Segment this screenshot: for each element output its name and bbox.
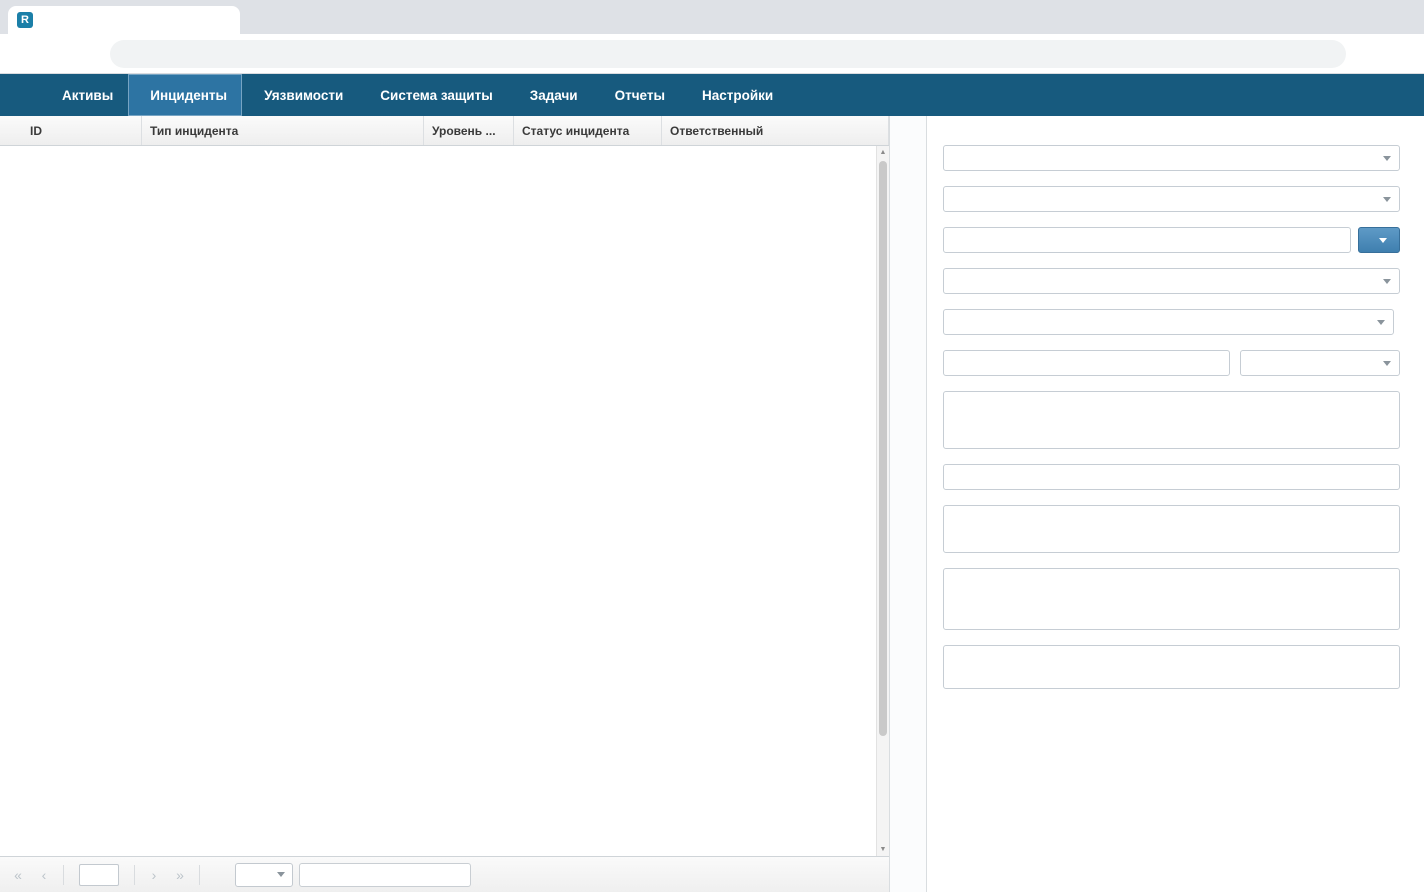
nav-item-settings[interactable]: Настройки	[680, 74, 788, 116]
change-status-button[interactable]	[1358, 227, 1400, 253]
table-body-wrap: ▲ ▼	[0, 146, 889, 856]
browser-toolbar	[0, 34, 1424, 74]
new-tab-button[interactable]	[246, 6, 274, 34]
window-controls	[1286, 0, 1424, 34]
column-header-level[interactable]: Уровень ...	[424, 116, 514, 145]
detect-date-input[interactable]	[943, 350, 1231, 376]
divider	[199, 864, 200, 885]
content: ID Тип инцидента Уровень ... Статус инциден…	[0, 116, 1424, 892]
malware-class-input[interactable]	[943, 464, 1400, 490]
main-nav: Активы Инциденты Уязвимости Система защиты З…	[40, 74, 788, 116]
side-toolbar	[889, 116, 927, 892]
pagination-bar: « ‹ › »	[0, 856, 889, 892]
autorun-textarea[interactable]	[943, 645, 1400, 689]
table-scrollbar[interactable]: ▲ ▼	[876, 146, 889, 856]
window-close-button[interactable]	[1378, 0, 1424, 34]
nav-item-label: Настройки	[702, 87, 774, 103]
last-page-button[interactable]: »	[176, 866, 184, 883]
url-bar[interactable]	[110, 39, 1346, 68]
chevron-down-icon	[1383, 155, 1391, 161]
column-header-resp[interactable]: Ответственный	[662, 116, 889, 145]
browser-menu-button[interactable]	[1386, 39, 1416, 69]
incident-table-body	[0, 146, 876, 856]
window-maximize-button[interactable]	[1332, 0, 1378, 34]
scroll-up-arrow[interactable]: ▲	[879, 149, 887, 156]
chevron-down-icon	[1383, 360, 1391, 366]
column-header-id[interactable]: ID	[22, 116, 142, 145]
first-page-button[interactable]: «	[14, 866, 22, 883]
chevron-down-icon	[1379, 237, 1387, 243]
page-number-input[interactable]	[79, 863, 119, 886]
incident-detail-panel	[927, 116, 1424, 892]
category-select[interactable]	[943, 145, 1400, 171]
chevron-down-icon	[277, 872, 285, 877]
detect-time-select[interactable]	[1240, 350, 1400, 376]
status-row	[943, 227, 1400, 253]
column-header-status[interactable]: Статус инцидента	[514, 116, 662, 145]
level-select[interactable]	[943, 268, 1400, 294]
nav-item-label: Задачи	[529, 87, 578, 103]
divider	[134, 864, 135, 885]
chevron-down-icon	[1377, 319, 1385, 325]
browser-tab-strip: R	[0, 0, 1424, 34]
file-paths-textarea[interactable]	[943, 505, 1400, 553]
next-page-button[interactable]: ›	[151, 866, 157, 883]
column-header-type[interactable]: Тип инцидента	[142, 116, 424, 145]
nav-item-tasks[interactable]: Задачи	[508, 74, 593, 116]
browser-tab[interactable]: R	[8, 6, 240, 34]
nav-item-vulnerabilities[interactable]: Уязвимости	[242, 74, 358, 116]
expand-column-header	[0, 116, 22, 145]
forward-button[interactable]	[40, 39, 70, 69]
scroll-down-arrow[interactable]: ▼	[879, 846, 887, 853]
nav-item-label: Отчеты	[614, 87, 665, 103]
app-header: Активы Инциденты Уязвимости Система защиты З…	[0, 74, 1424, 116]
window-minimize-button[interactable]	[1286, 0, 1332, 34]
type-select[interactable]	[943, 186, 1400, 212]
column-header-label: Ответственный	[670, 123, 764, 138]
responsible-row	[943, 309, 1400, 335]
chevron-down-icon	[1383, 196, 1391, 202]
profile-button[interactable]	[1354, 39, 1384, 69]
divider	[63, 864, 64, 885]
scrollbar-track[interactable]	[877, 159, 889, 843]
nav-item-reports[interactable]: Отчеты	[593, 74, 680, 116]
refresh-table-button[interactable]	[209, 865, 229, 885]
responsible-select[interactable]	[943, 309, 1394, 335]
prev-page-button[interactable]: ‹	[41, 866, 47, 883]
chevron-down-icon	[1383, 278, 1391, 284]
back-button[interactable]	[8, 39, 38, 69]
nav-item-incidents[interactable]: Инциденты	[128, 74, 243, 116]
rvision-favicon-icon: R	[17, 12, 33, 28]
table-header: ID Тип инцидента Уровень ... Статус инциден…	[0, 116, 889, 146]
nav-item-label: Уязвимости	[264, 87, 344, 103]
scrollbar-thumb[interactable]	[879, 161, 887, 736]
page-size-select[interactable]	[235, 862, 293, 887]
nav-item-label: Система защиты	[380, 87, 493, 103]
refresh-page-button[interactable]	[72, 39, 102, 69]
table-search-input[interactable]	[299, 862, 471, 887]
incident-description-textarea[interactable]	[943, 391, 1400, 449]
nav-item-assets[interactable]: Активы	[40, 74, 128, 116]
nav-item-label: Активы	[62, 87, 114, 103]
cc-addresses-textarea[interactable]	[943, 568, 1400, 630]
column-header-label: ID	[30, 123, 42, 138]
nav-item-protection[interactable]: Система защиты	[358, 74, 507, 116]
nav-item-label: Инциденты	[150, 87, 228, 103]
column-header-label: Уровень ...	[432, 123, 496, 138]
status-input[interactable]	[943, 227, 1351, 253]
column-header-label: Статус инцидента	[522, 123, 630, 138]
column-header-label: Тип инцидента	[150, 123, 239, 138]
detect-date-row	[943, 350, 1400, 376]
incident-table: ID Тип инцидента Уровень ... Статус инциден…	[0, 116, 889, 892]
